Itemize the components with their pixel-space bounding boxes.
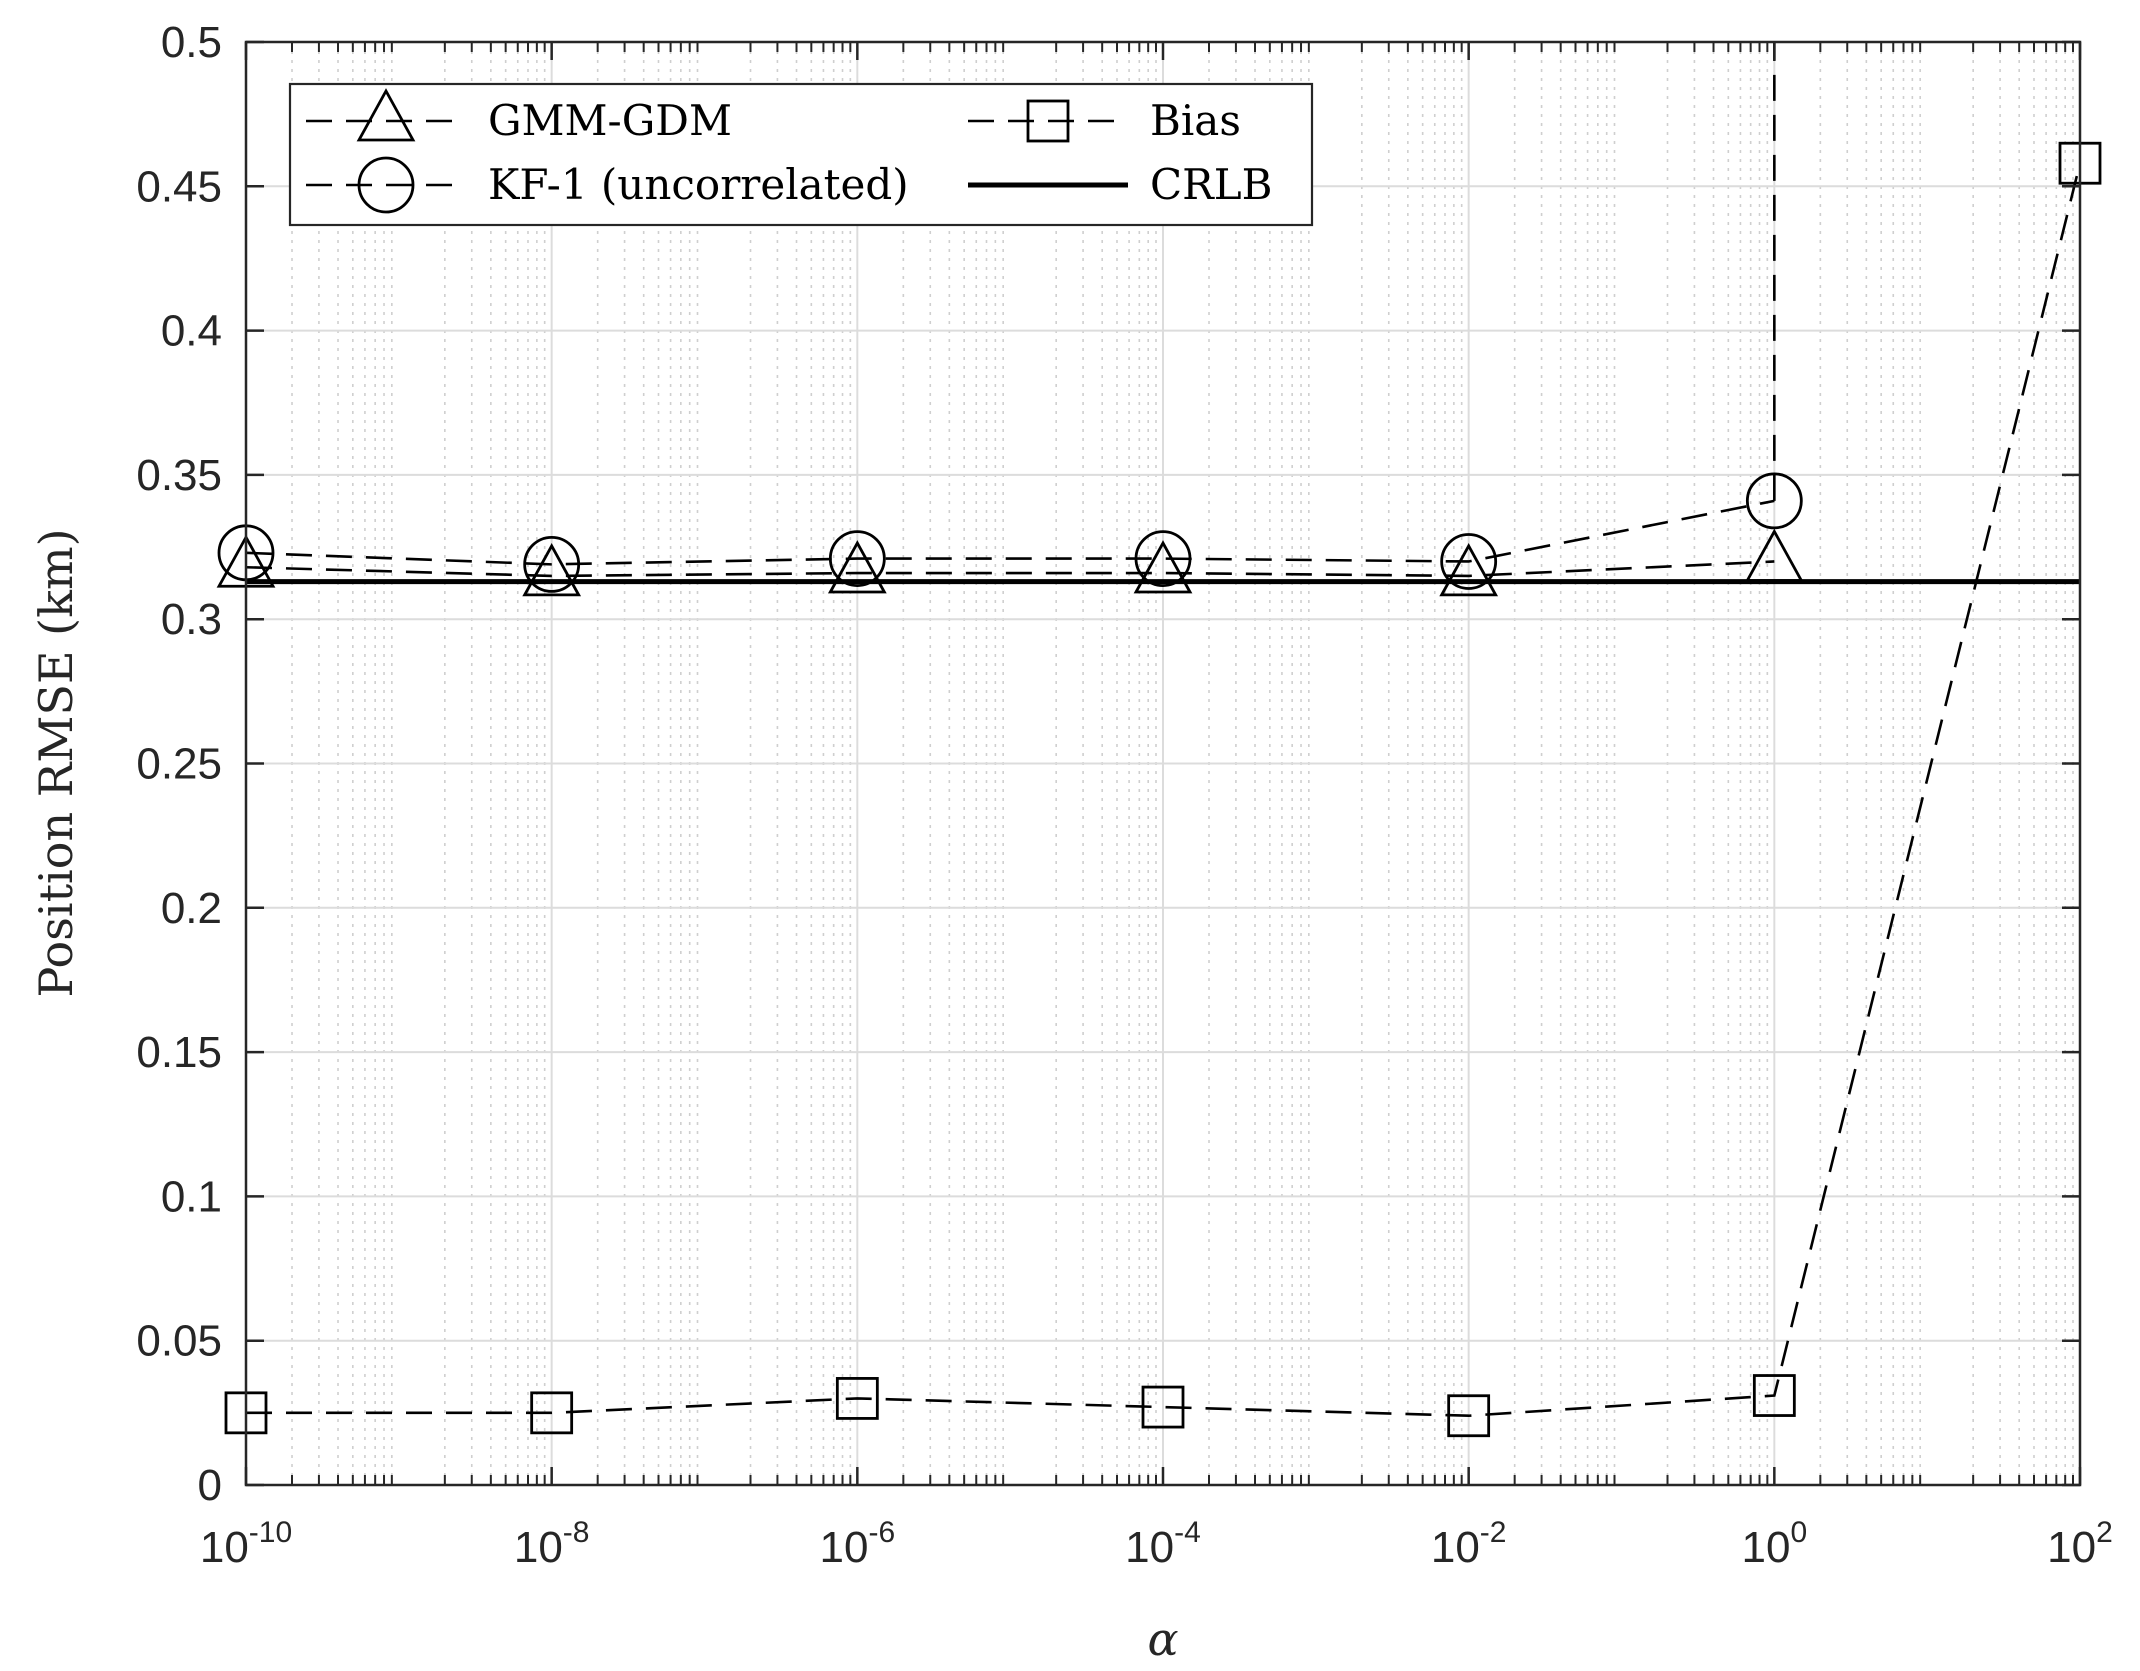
y-tick-label: 0.5 [161,18,222,67]
x-tick-base: 10 [2047,1523,2096,1572]
data-point [1133,540,1193,594]
x-tick-exponent: -8 [563,1516,590,1549]
data-point [827,540,887,594]
legend-label: CRLB [1150,160,1273,209]
y-tick-label: 0.1 [161,1172,222,1221]
x-tick-exponent: -2 [1480,1516,1507,1549]
x-tick-base: 10 [1125,1523,1174,1572]
series-gmm-gdm [216,528,1804,597]
x-tick-label: 100 [1742,1516,1808,1572]
y-tick-label: 0 [198,1461,222,1510]
legend-marker [1026,99,1070,143]
data-point [1439,543,1499,597]
series-kf-1-uncorrelated- [217,42,1803,593]
y-axis-label: Position RMSE (km) [29,528,83,997]
y-tick-label: 0.4 [161,307,222,356]
legend-item: KF-1 (uncorrelated) [306,156,909,214]
legend-marker [356,88,416,142]
y-tick-label: 0.15 [136,1028,222,1077]
x-tick-exponent: -6 [868,1516,895,1549]
x-tick-label: 10-2 [1431,1516,1507,1572]
legend-marker [357,156,415,214]
data-point [828,530,886,587]
x-tick-exponent: 2 [2096,1516,2113,1549]
series-layer [216,42,2102,1438]
series-line [246,162,2082,1418]
data-point [522,543,582,597]
x-tick-base: 10 [200,1523,249,1572]
x-tick-exponent: -4 [1174,1516,1201,1549]
data-point [1752,1374,1796,1417]
x-tick-base: 10 [1431,1523,1480,1572]
data-point [1141,1385,1185,1429]
x-tick-label: 10-8 [514,1516,590,1572]
x-tick-base: 10 [514,1523,563,1572]
legend-box [288,82,1314,227]
y-tick-label: 0.25 [136,740,222,789]
x-tick-label: 10-10 [200,1516,292,1572]
legend: GMM-GDM KF-1 (uncorrelated) Bias CRLB [288,82,1314,227]
series-line [245,560,1775,578]
legend-item: GMM-GDM [306,88,732,145]
x-tick-exponent: 0 [1790,1516,1807,1549]
legend-label: KF-1 (uncorrelated) [488,160,909,209]
series-line [245,499,1775,566]
axis-ticks: 10-10 10-8 10-6 10-4 10-2 100 10200.050.10.150… [136,18,2112,1572]
data-point [1447,1394,1491,1438]
x-tick-exponent: -10 [249,1516,292,1549]
data-point [1134,530,1192,587]
y-tick-label: 0.45 [136,162,222,211]
x-tick-label: 10-6 [820,1516,896,1572]
x-tick-label: 102 [2047,1516,2113,1572]
x-tick-label: 10-4 [1125,1516,1201,1572]
data-point [835,1377,879,1420]
data-point [523,535,581,593]
x-tick-base: 10 [820,1523,869,1572]
data-point [1440,533,1498,590]
y-tick-label: 0.05 [136,1317,222,1366]
y-tick-label: 0.2 [161,884,222,933]
data-point [1745,472,1803,530]
legend-item: Bias [968,96,1241,145]
legend-label: Bias [1150,96,1241,145]
y-tick-label: 0.3 [161,595,222,644]
x-tick-base: 10 [1742,1523,1791,1572]
legend-item: CRLB [968,160,1273,209]
grid [245,41,2081,1486]
x-axis-label: α [1147,1612,1178,1666]
data-point [530,1391,574,1435]
y-tick-label: 0.35 [136,451,222,500]
legend-label: GMM-GDM [488,96,732,145]
